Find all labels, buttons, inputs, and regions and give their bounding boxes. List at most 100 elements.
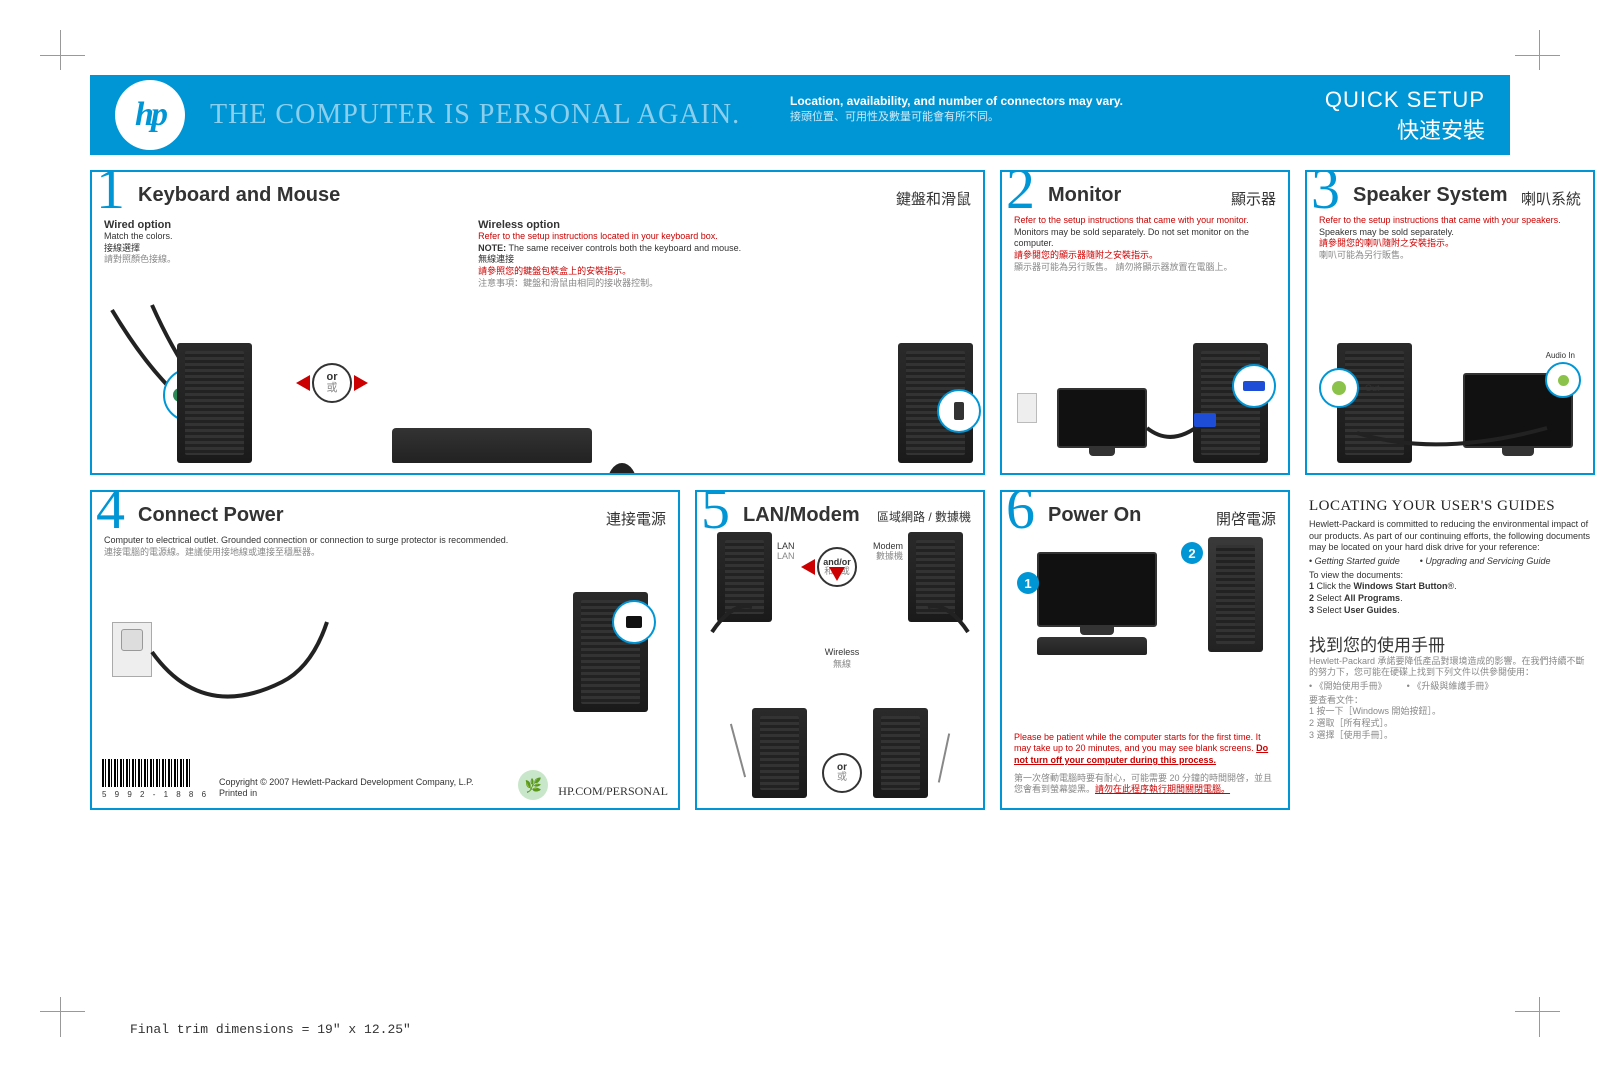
guides-para-en: Hewlett-Packard is committed to reducing…: [1309, 519, 1591, 554]
step-number: 6: [1006, 490, 1035, 538]
step-title-zh: 喇叭系統: [1521, 188, 1581, 209]
tagline: THE COMPUTER IS PERSONAL AGAIN.: [210, 99, 740, 131]
barcode-icon: [102, 759, 192, 787]
header-right-en: QUICK SETUP: [1325, 87, 1485, 113]
wireless-zh-head: 無線連接: [478, 254, 971, 266]
step-title: Power On: [1048, 504, 1141, 527]
keyboard-icon: [392, 428, 592, 463]
step-title: Monitor: [1048, 184, 1121, 207]
audio-out-icon: [1319, 368, 1359, 408]
wireless-label: Wireless無線: [807, 647, 877, 670]
step2-zh-body: 顯示器可能為另行販售。 請勿將顯示器放置在電腦上。: [1014, 262, 1276, 274]
step-title-zh: 鍵盤和滑鼠: [896, 188, 971, 209]
or-zh: 或: [327, 383, 338, 394]
wireless-column: Wireless option Refer to the setup instr…: [478, 213, 971, 289]
antenna-icon: [938, 733, 950, 782]
panel-guides: LOCATING YOUR USER'S GUIDES Hewlett-Pack…: [1305, 490, 1595, 810]
badge-2: 2: [1181, 542, 1203, 564]
monitor-illustration: [1012, 308, 1278, 463]
modem-cable-icon: [893, 592, 973, 642]
wireless-zh-note: 注意事項：鍵盤和滑鼠由相同的接收器控制。: [478, 278, 971, 290]
out-label: Out: [1365, 383, 1380, 395]
eco-icon: 🌿: [518, 770, 548, 800]
step6-red: Please be patient while the computer sta…: [1014, 732, 1276, 767]
step3-body: Speakers may be sold separately.: [1319, 227, 1581, 239]
wireless-zh-red: 請參照您的鍵盤包裝盒上的安裝指示。: [478, 266, 971, 278]
copyright: Copyright © 2007 Hewlett-Packard Develop…: [219, 777, 508, 789]
step-title: Speaker System: [1353, 184, 1508, 207]
vga-port-icon: [1232, 364, 1276, 408]
step-number: 2: [1006, 170, 1035, 218]
guides-docs-zh: • 《開始使用手冊》 • 《升級與維護手冊》: [1309, 681, 1591, 693]
audio-in-label: Audio In: [1546, 351, 1575, 361]
header-bar: hp THE COMPUTER IS PERSONAL AGAIN. Locat…: [90, 75, 1510, 155]
step3-red: Refer to the setup instructions that cam…: [1319, 215, 1581, 227]
step-title: Connect Power: [138, 504, 284, 527]
step-title-zh: 區域網路 / 數據機: [877, 508, 971, 525]
tower-icon: [177, 343, 252, 463]
or-badge: or或: [822, 753, 862, 793]
wired-illustration: [102, 300, 272, 463]
step4-body: Computer to electrical outlet. Grounded …: [104, 535, 666, 547]
tower-icon: [752, 708, 807, 798]
panel-step-3: 3 Speaker System 喇叭系統 Refer to the setup…: [1305, 170, 1595, 475]
audio-in-icon: [1545, 362, 1581, 398]
guides-para-zh: Hewlett-Packard 承諾要降低產品對環境造成的影響。在我們持續不斷的…: [1309, 656, 1591, 679]
barcode-num: 5 9 9 2 - 1 8 8 6: [102, 790, 209, 800]
mouse-icon: [607, 463, 637, 475]
tower-icon: [873, 708, 928, 798]
panel-grid: 1 Keyboard and Mouse 鍵盤和滑鼠 Wired option …: [90, 170, 1510, 810]
wired-zh-body: 請對照顏色接線。: [104, 254, 468, 266]
barcode-block: 5 9 9 2 - 1 8 8 6: [102, 759, 209, 800]
panel-step-1: 1 Keyboard and Mouse 鍵盤和滑鼠 Wired option …: [90, 170, 985, 475]
trim-note: Final trim dimensions = 19" x 12.25": [130, 1022, 411, 1037]
wireless-note: NOTE: NOTE: The same receiver controls b…: [478, 243, 971, 255]
wired-zh-head: 接線選擇: [104, 243, 468, 255]
tower-front-icon: [1208, 537, 1263, 652]
footer-block: 5 9 9 2 - 1 8 8 6 Copyright © 2007 Hewle…: [102, 759, 668, 800]
step2-zh-red: 請參閱您的顯示器隨附之安裝指示。: [1014, 250, 1276, 262]
power-cable-icon: [102, 582, 382, 742]
guides-z1: 1 按一下［Windows 開始按鈕］。: [1309, 706, 1591, 718]
panel-step-6: 6 Power On 開啓電源 1 2 Please be patient wh…: [1000, 490, 1290, 810]
guides-docs: • Getting Started guide • Upgrading and …: [1309, 556, 1591, 568]
step3-zh-body: 喇叭可能為另行販售。: [1319, 250, 1581, 262]
guides-view-zh: 要查看文件：: [1309, 695, 1591, 707]
power-port-icon: [612, 600, 656, 644]
hp-url: HP.COM/PERSONAL: [558, 784, 668, 800]
step-title-zh: 顯示器: [1231, 188, 1276, 209]
header-note-en: Location, availability, and number of co…: [790, 93, 1123, 110]
lan-cable-icon: [707, 592, 787, 642]
keyboard-icon: [1037, 637, 1147, 655]
step-number: 1: [96, 170, 125, 218]
step2-body: Monitors may be sold separately. Do not …: [1014, 227, 1276, 250]
audio-cable-icon: [1317, 403, 1587, 463]
modem-label: Modem數據機: [873, 542, 903, 562]
wired-head: Wired option: [104, 219, 468, 231]
panel-step-4: 4 Connect Power 連接電源 Computer to electri…: [90, 490, 680, 810]
header-note: Location, availability, and number of co…: [790, 93, 1123, 125]
guides-step1: 1 Click the Windows Start Button®.: [1309, 581, 1591, 593]
step-title-zh: 開啓電源: [1216, 508, 1276, 529]
step-number: 3: [1311, 170, 1340, 218]
step4-zh: 連接電腦的電源線。建議使用接地線或連接至穩壓器。: [104, 547, 666, 559]
guides-z3: 3 選擇［使用手冊］。: [1309, 730, 1591, 742]
header-right: QUICK SETUP 快速安裝: [1325, 87, 1485, 145]
wireless-head: Wireless option: [478, 219, 971, 231]
copyright-block: Copyright © 2007 Hewlett-Packard Develop…: [219, 777, 508, 800]
antenna-icon: [730, 724, 746, 778]
header-note-zh: 接頭位置、可用性及數量可能會有所不同。: [790, 110, 1123, 125]
wired-column: Wired option Match the colors. 接線選擇 請對照顏…: [104, 213, 468, 289]
step-number: 5: [701, 490, 730, 538]
lan-label: LANLAN: [777, 542, 795, 562]
usb-receiver-icon: [937, 389, 981, 433]
speaker-illustration: Out Audio In: [1317, 303, 1583, 463]
step2-red: Refer to the setup instructions that cam…: [1014, 215, 1276, 227]
step3-zh-red: 請參閱您的喇叭隨附之安裝指示。: [1319, 238, 1581, 250]
monitor-icon: [1037, 552, 1157, 627]
or-badge: or 或: [312, 363, 352, 403]
hp-logo-text: hp: [135, 96, 165, 134]
andor-badge: and/or和 / 或: [817, 547, 857, 587]
step-title: LAN/Modem: [743, 504, 860, 527]
badge-1: 1: [1017, 572, 1039, 594]
